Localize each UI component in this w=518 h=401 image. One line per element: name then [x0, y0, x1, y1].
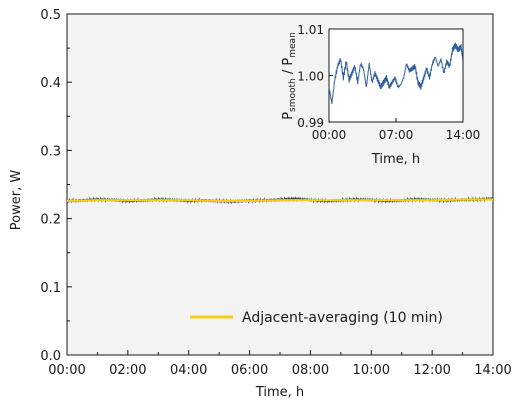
- inset-y-sep: / P: [281, 58, 296, 79]
- inset-x-tick-label: 14:00: [446, 128, 481, 142]
- main-x-tick-label: 10:00: [353, 363, 390, 378]
- inset-ratio-line: [328, 42, 464, 105]
- main-x-tick-label: 00:00: [48, 363, 85, 378]
- inset-x-tick-label: 00:00: [312, 128, 347, 142]
- inset-x-tick-label: 07:00: [379, 128, 414, 142]
- inset-y-tick-label: 1.00: [297, 70, 324, 84]
- main-ticks: 0.0 0.1 0.2 0.3 0.4 0.5 00:00 02:00 04:00 06:00 08…: [40, 8, 511, 378]
- inset-y-sub1: smooth: [288, 78, 298, 112]
- main-y-tick-label: 0.3: [40, 144, 61, 159]
- smoothed-power-line: [66, 198, 493, 202]
- inset-y-tick-label: 0.99: [297, 116, 324, 130]
- main-series: [66, 196, 493, 205]
- main-y-axis-title: Power, W: [9, 170, 24, 231]
- inset-x-axis-title: Time, h: [371, 152, 420, 167]
- inset-y-sub2: mean: [288, 32, 298, 58]
- legend-label: Adjacent-averaging (10 min): [242, 310, 443, 326]
- inset-series: [328, 42, 464, 105]
- main-y-tick-label: 0.2: [40, 213, 61, 228]
- main-y-tick-label: 0.5: [40, 8, 61, 23]
- main-x-tick-label: 02:00: [109, 363, 146, 378]
- main-x-tick-label: 14:00: [474, 363, 511, 378]
- main-y-tick-label: 0.1: [40, 281, 61, 296]
- inset-ticks: 0.99 1.00 1.01 00:00 07:00 14:00: [297, 23, 480, 142]
- main-x-tick-label: 12:00: [413, 363, 450, 378]
- inset-y-axis-title: Psmooth / Pmean: [281, 32, 298, 120]
- main-x-tick-label: 06:00: [231, 363, 268, 378]
- main-x-tick-label: 04:00: [170, 363, 207, 378]
- inset-y-p1: P: [281, 112, 296, 120]
- main-x-axis-title: Time, h: [255, 385, 304, 400]
- inset-y-tick-label: 1.01: [297, 23, 324, 37]
- main-y-tick-label: 0.4: [40, 76, 61, 91]
- main-y-tick-label: 0.0: [40, 349, 61, 364]
- main-x-tick-label: 08:00: [292, 363, 329, 378]
